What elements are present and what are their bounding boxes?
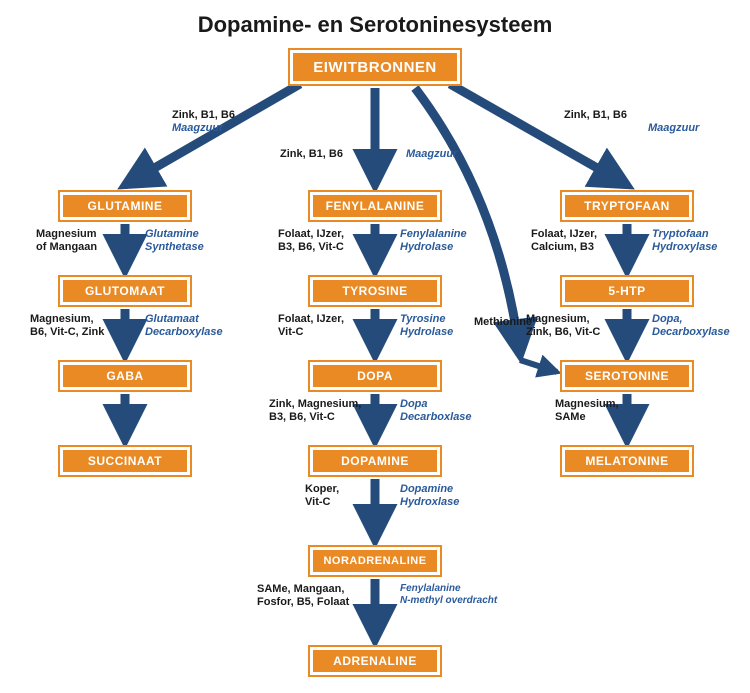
cofactor-label-6: Magnesium of Mangaan — [36, 228, 97, 254]
node-gaba: GABA — [60, 362, 190, 390]
node-dopa: DOPA — [310, 362, 440, 390]
cofactor-label-12: Folaat, IJzer, Vit-C — [278, 313, 344, 339]
node-glutamine: GLUTAMINE — [60, 192, 190, 220]
cofactor-label-22: Magnesium, Zink, B6, Vit-C — [526, 313, 600, 339]
enzyme-label-21: Tryptofaan Hydroxylase — [652, 228, 717, 254]
cofactor-label-25: Methionine — [474, 316, 532, 329]
arrows-layer — [0, 0, 750, 693]
cofactor-label-8: Magnesium, B6, Vit-C, Zink — [30, 313, 104, 339]
cofactor-label-18: SAMe, Mangaan, Fosfor, B5, Folaat — [257, 583, 349, 609]
enzyme-label-11: Fenylalanine Hydrolase — [400, 228, 467, 254]
enzyme-label-15: Dopa Decarboxlase — [400, 398, 472, 424]
enzyme-label-7: Glutamine Synthetase — [145, 228, 204, 254]
node-tryptofaan: TRYPTOFAAN — [562, 192, 692, 220]
cofactor-label-0: Zink, B1, B6 — [172, 109, 235, 122]
cofactor-label-16: Koper, Vit-C — [305, 483, 339, 509]
enzyme-label-13: Tyrosine Hydrolase — [400, 313, 453, 339]
enzyme-label-5: Maagzuur — [648, 122, 699, 135]
cofactor-label-10: Folaat, IJzer, B3, B6, Vit-C — [278, 228, 344, 254]
enzyme-label-9: Glutamaat Decarboxylase — [145, 313, 223, 339]
enzyme-label-23: Dopa, Decarboxylase — [652, 313, 730, 339]
cofactor-label-24: Magnesium, SAMe — [555, 398, 619, 424]
node-root: EIWITBRONNEN — [290, 50, 460, 84]
enzyme-label-1: Maagzuur — [172, 122, 223, 135]
node-succinaat: SUCCINAAT — [60, 447, 190, 475]
node-melatonine: MELATONINE — [562, 447, 692, 475]
node-adrenaline: ADRENALINE — [310, 647, 440, 675]
node-noradrenaline: NORADRENALINE — [310, 547, 440, 575]
node-dopamine: DOPAMINE — [310, 447, 440, 475]
node-fenylalanine: FENYLALANINE — [310, 192, 440, 220]
cofactor-label-20: Folaat, IJzer, Calcium, B3 — [531, 228, 597, 254]
enzyme-label-17: Dopamine Hydroxlase — [400, 483, 459, 509]
cofactor-label-4: Zink, B1, B6 — [564, 109, 627, 122]
diagram-title: Dopamine- en Serotoninesysteem — [0, 12, 750, 38]
node-glutomaat: GLUTOMAAT — [60, 277, 190, 305]
node-serotonine: SEROTONINE — [562, 362, 692, 390]
enzyme-label-3: Maagzuur — [406, 148, 457, 161]
cofactor-label-2: Zink, B1, B6 — [280, 148, 343, 161]
enzyme-label-19: Fenylalanine N-methyl overdracht — [400, 583, 497, 607]
node-5htp: 5-HTP — [562, 277, 692, 305]
node-tyrosine: TYROSINE — [310, 277, 440, 305]
cofactor-label-14: Zink, Magnesium, B3, B6, Vit-C — [269, 398, 361, 424]
